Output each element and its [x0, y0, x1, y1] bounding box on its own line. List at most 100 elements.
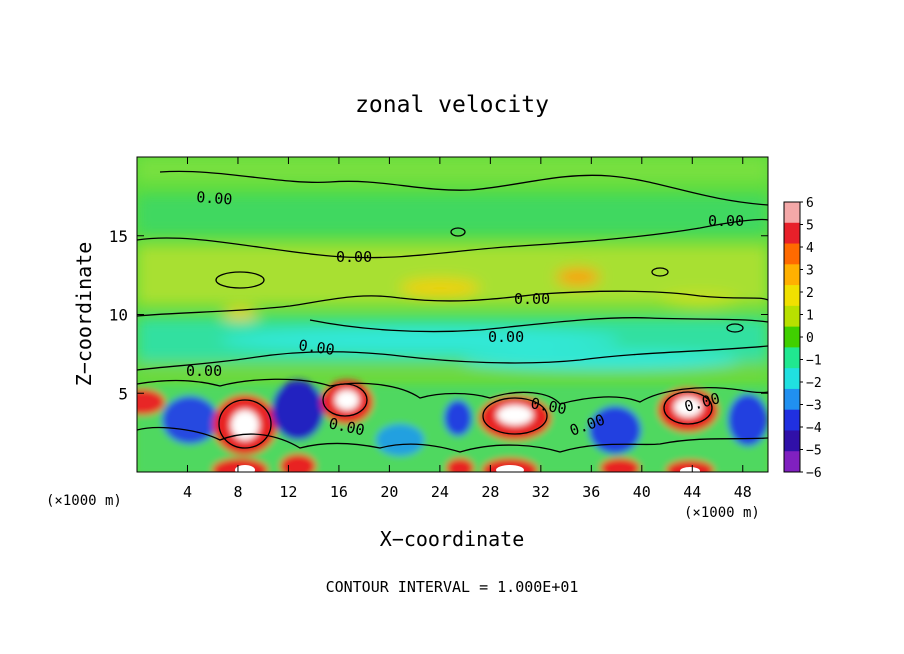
- colorbar-swatch: [784, 409, 800, 431]
- contour-label-2: 0.00: [336, 248, 372, 266]
- contour-lines: [137, 170, 768, 453]
- colorbar-swatch: [784, 347, 800, 369]
- x-tick-label: 28: [481, 483, 499, 501]
- blue-vortex-2: [272, 380, 324, 440]
- contour-label-5: 0.00: [488, 328, 524, 346]
- contour-loop-7: [482, 397, 548, 435]
- colorbar-tick-label: −6: [806, 466, 822, 481]
- white-core-1: [231, 410, 259, 440]
- contour-loop-4: [726, 323, 744, 333]
- x-tick-label: 48: [734, 483, 752, 501]
- blue-vortex-3: [376, 424, 424, 456]
- blue-vortex-6: [728, 394, 768, 446]
- cyan-streak-1: [220, 328, 620, 352]
- heatmap-field: 0.00 0.00 0.00 0.00 0.00 0.00 0.00 0.00 …: [137, 157, 768, 472]
- colorbar-tick-label: −1: [806, 354, 822, 369]
- white-core-2: [335, 390, 359, 410]
- x-axis-ticks: 4 8 12 16 20 24 28 32 36 40 44 48: [183, 157, 752, 501]
- contour-label-4: 0.00: [514, 290, 550, 308]
- colorbar-tick-label: 6: [806, 196, 814, 211]
- yellow-patch-3: [660, 292, 740, 308]
- red-left-edge: [137, 389, 165, 415]
- colorbar-tick-label: −4: [806, 421, 822, 436]
- contour-label-3: 0.00: [708, 212, 744, 230]
- x-tick-label: 40: [633, 483, 651, 501]
- y-tick-label: 5: [118, 384, 128, 403]
- colorbar-swatch: [784, 451, 800, 473]
- x-axis-label: X−coordinate: [380, 527, 525, 551]
- contour-label-1: 0.00: [196, 188, 233, 208]
- colorbar-tick-label: 4: [806, 241, 814, 256]
- y-tick-label: 15: [109, 227, 128, 246]
- colorbar-tick-label: 3: [806, 264, 814, 279]
- colorbar-swatch: [784, 326, 800, 348]
- band-top: [137, 157, 768, 182]
- blue-vortex-1: [162, 396, 218, 444]
- white-bottom-1: [235, 465, 255, 472]
- y-axis-ticks: 5 10 15: [109, 227, 768, 403]
- colorbar-tick-label: 1: [806, 309, 814, 324]
- x-tick-label: 12: [279, 483, 297, 501]
- contour-line-3: [137, 290, 768, 317]
- contour-interval-footer: CONTOUR INTERVAL = 1.000E+01: [326, 578, 579, 596]
- contour-label-6: 0.00: [297, 336, 335, 359]
- x-tick-label: 8: [233, 483, 242, 501]
- colorbar-swatch: [784, 202, 800, 224]
- red-bottom-6: [666, 460, 714, 472]
- white-bottom-3: [680, 467, 700, 472]
- blue-vortex-5: [589, 406, 641, 454]
- contour-loop-8: [663, 391, 713, 425]
- contour-loop-2: [450, 227, 466, 237]
- colorbar: 6 5 4 3 2 1 0 −1 −2 −3 −4 −5 −6: [783, 196, 822, 481]
- colorbar-swatch: [784, 368, 800, 390]
- contour-loop-5: [322, 383, 368, 417]
- blue-vortex-4: [444, 400, 472, 436]
- yellow-patch-1: [400, 279, 480, 297]
- colorbar-tick-label: 2: [806, 286, 814, 301]
- colorbar-swatch: [784, 305, 800, 328]
- contour-label-9: 0.00: [529, 394, 568, 418]
- colorbar-tick-label: −5: [806, 444, 822, 459]
- colorbar-swatch: [784, 285, 800, 307]
- contour-line-2: [137, 218, 768, 259]
- red-bottom-3: [446, 458, 474, 472]
- x-tick-label: 16: [330, 483, 348, 501]
- colorbar-swatch: [784, 243, 800, 265]
- contour-labels: 0.00 0.00 0.00 0.00 0.00 0.00 0.00 0.00 …: [186, 188, 744, 440]
- band-upper: [137, 195, 768, 235]
- x-tick-label: 24: [431, 483, 449, 501]
- orange-patch-1: [556, 269, 600, 285]
- x-tick-label: 4: [183, 483, 192, 501]
- y-axis-label: Z−coordinate: [72, 242, 96, 387]
- red-bottom-5: [600, 458, 640, 472]
- x-tick-label: 20: [380, 483, 398, 501]
- contour-loop-1: [215, 271, 265, 289]
- y-tick-label: 10: [109, 306, 128, 325]
- contour-line-1: [159, 170, 768, 206]
- x-tick-label: 36: [582, 483, 600, 501]
- contour-loop-6: [218, 399, 272, 449]
- white-bottom-2: [496, 465, 524, 472]
- cyan-streak-2: [460, 350, 740, 370]
- colorbar-tick-label: −2: [806, 376, 822, 391]
- colorbar-swatch: [784, 222, 800, 245]
- contour-line-4: [309, 317, 768, 333]
- x-tick-label: 44: [683, 483, 701, 501]
- x-tick-label: 32: [532, 483, 550, 501]
- colorbar-tick-label: 0: [806, 331, 814, 346]
- x-unit-left: (×1000 m): [46, 493, 122, 509]
- contour-line-5: [137, 345, 768, 371]
- red-bottom-2: [280, 454, 316, 472]
- contour-line-7: [137, 426, 768, 453]
- white-core-4: [674, 397, 702, 417]
- colorbar-swatch: [784, 264, 800, 286]
- x-unit-right: (×1000 m): [684, 505, 760, 521]
- colorbar-tick-label: 5: [806, 219, 814, 234]
- colorbar-swatch: [784, 430, 800, 452]
- chart-title: zonal velocity: [355, 92, 549, 118]
- colorbar-swatch: [784, 388, 800, 411]
- contour-line-6: [137, 378, 768, 405]
- white-core-3: [497, 405, 533, 425]
- contour-label-7: 0.00: [186, 362, 222, 380]
